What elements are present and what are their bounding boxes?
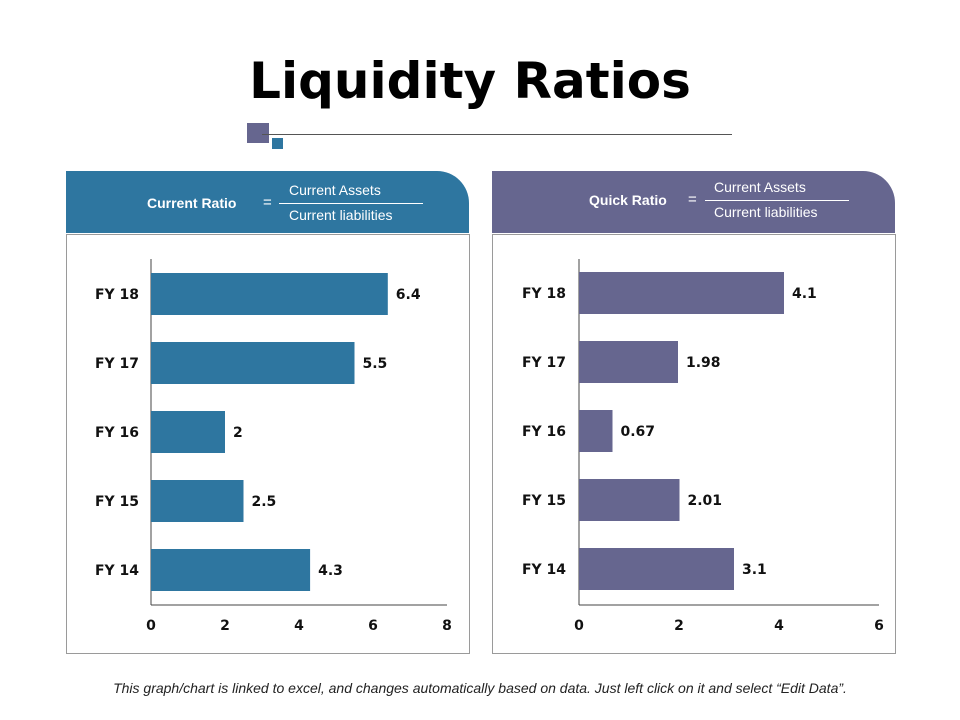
quick-ratio-denominator: Current liabilities xyxy=(714,204,818,220)
current-ratio-numerator: Current Assets xyxy=(289,182,381,198)
bar xyxy=(151,273,388,315)
footnote: This graph/chart is linked to excel, and… xyxy=(113,680,847,696)
current-ratio-header: Current Ratio = Current Assets Current l… xyxy=(66,171,469,233)
current-ratio-fraction-line xyxy=(279,203,423,204)
quick-ratio-header: Quick Ratio = Current Assets Current lia… xyxy=(492,171,895,233)
x-tick-label: 0 xyxy=(146,618,156,634)
bar xyxy=(151,411,225,453)
x-tick-label: 4 xyxy=(294,618,304,634)
bar xyxy=(151,342,355,384)
category-label: FY 17 xyxy=(522,355,566,371)
category-label: FY 18 xyxy=(95,287,139,303)
current-ratio-chart-panel: 0 2 4 6 8 FY 18 6.4 FY 17 5.5 FY 16 2 FY 15 2.5 FY 14… xyxy=(66,234,470,654)
decor-square-large xyxy=(247,123,269,143)
category-label: FY 18 xyxy=(522,286,566,302)
bar xyxy=(579,272,784,314)
category-label: FY 15 xyxy=(522,493,566,509)
data-label: 0.67 xyxy=(621,424,656,440)
data-label: 3.1 xyxy=(742,562,767,578)
x-tick-label: 4 xyxy=(774,618,784,634)
bar xyxy=(579,479,680,521)
data-label: 6.4 xyxy=(396,287,421,303)
data-label: 2.5 xyxy=(252,494,277,510)
x-tick-label: 2 xyxy=(674,618,684,634)
data-label: 2.01 xyxy=(688,493,723,509)
category-label: FY 17 xyxy=(95,356,139,372)
quick-ratio-numerator: Current Assets xyxy=(714,179,806,195)
category-label: FY 16 xyxy=(95,425,139,441)
data-label: 2 xyxy=(233,425,243,441)
x-tick-label: 2 xyxy=(220,618,230,634)
quick-ratio-label: Quick Ratio xyxy=(589,192,667,208)
x-tick-label: 0 xyxy=(574,618,584,634)
data-label: 5.5 xyxy=(363,356,388,372)
bar xyxy=(579,548,734,590)
current-ratio-equals: = xyxy=(263,194,272,211)
x-tick-label: 8 xyxy=(442,618,452,634)
quick-ratio-chart: 0 2 4 6 FY 18 4.1 FY 17 1.98 FY 16 0.67 FY 15 2.01 F… xyxy=(522,259,884,634)
category-label: FY 16 xyxy=(522,424,566,440)
x-tick-label: 6 xyxy=(368,618,378,634)
bar xyxy=(579,341,678,383)
title-underline xyxy=(262,134,732,135)
category-label: FY 15 xyxy=(95,494,139,510)
x-tick-label: 6 xyxy=(874,618,884,634)
current-ratio-denominator: Current liabilities xyxy=(289,207,393,223)
page-title: Liquidity Ratios xyxy=(249,52,691,110)
quick-ratio-fraction-line xyxy=(705,200,849,201)
decor-square-small xyxy=(272,138,283,149)
data-label: 1.98 xyxy=(686,355,721,371)
bar xyxy=(151,480,244,522)
current-ratio-chart: 0 2 4 6 8 FY 18 6.4 FY 17 5.5 FY 16 2 FY 15 2.5 FY 14… xyxy=(95,259,452,634)
category-label: FY 14 xyxy=(522,562,566,578)
current-ratio-label: Current Ratio xyxy=(147,195,237,211)
data-label: 4.1 xyxy=(792,286,817,302)
bar xyxy=(151,549,311,591)
data-label: 4.3 xyxy=(318,563,343,579)
quick-ratio-equals: = xyxy=(688,191,697,208)
category-label: FY 14 xyxy=(95,563,139,579)
quick-ratio-chart-panel: 0 2 4 6 FY 18 4.1 FY 17 1.98 FY 16 0.67 FY 15 2.01 F… xyxy=(492,234,896,654)
bar xyxy=(579,410,613,452)
